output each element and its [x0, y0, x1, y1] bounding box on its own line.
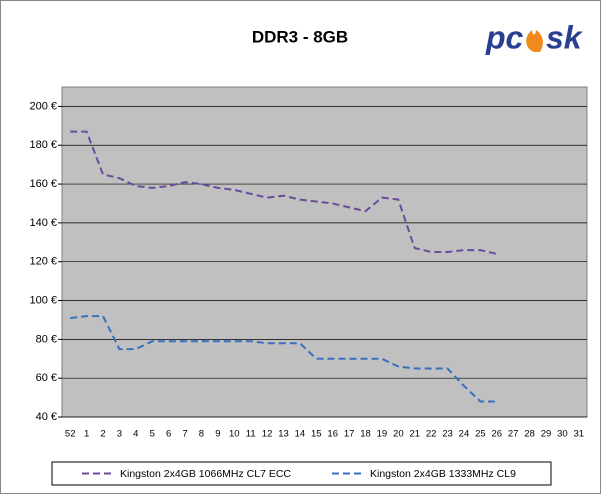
series-line	[70, 130, 498, 255]
x-tick-label: 11	[246, 429, 256, 440]
x-tick-label: 7	[182, 429, 187, 440]
x-tick-label: 52	[65, 429, 76, 440]
x-tick-label: 17	[344, 429, 355, 440]
x-tick-label: 19	[377, 429, 388, 440]
y-tick-label: 60 €	[36, 372, 57, 384]
x-tick-label: 28	[524, 429, 535, 440]
x-tick-label: 23	[442, 429, 453, 440]
chart-title: DDR3 - 8GB	[252, 27, 348, 46]
x-tick-label: 1	[84, 429, 89, 440]
x-tick-label: 27	[508, 429, 519, 440]
x-tick-label: 15	[311, 429, 322, 440]
logo-left: pc	[485, 19, 524, 55]
plot-area	[61, 86, 588, 418]
logo: pc sk	[485, 19, 584, 55]
x-tick-label: 8	[199, 429, 204, 440]
y-tick-label: 80 €	[36, 333, 57, 345]
y-tick-label: 200 €	[29, 100, 57, 112]
x-tick-label: 16	[327, 429, 338, 440]
x-tick-label: 30	[557, 429, 568, 440]
logo-right: sk	[546, 19, 584, 55]
x-tick-label: 2	[100, 429, 105, 440]
x-tick-label: 4	[133, 429, 138, 440]
x-tick-label: 9	[215, 429, 220, 440]
x-tick-label: 6	[166, 429, 171, 440]
x-tick-label: 12	[262, 429, 273, 440]
legend-label: Kingston 2x4GB 1066MHz CL7 ECC	[120, 468, 291, 480]
y-tick-label: 180 €	[29, 139, 57, 151]
series-line	[70, 315, 497, 403]
x-tick-label: 21	[409, 429, 420, 440]
y-tick-label: 140 €	[29, 217, 57, 229]
x-tick-label: 14	[295, 429, 306, 440]
x-tick-label: 22	[426, 429, 437, 440]
y-tick-label: 160 €	[29, 178, 57, 190]
x-tick-label: 18	[360, 429, 371, 440]
y-tick-label: 120 €	[29, 256, 57, 268]
x-tick-label: 26	[491, 429, 502, 440]
legend	[51, 461, 552, 486]
y-tick-label: 100 €	[29, 294, 57, 306]
x-tick-label: 20	[393, 429, 404, 440]
logo-flame	[526, 30, 543, 52]
legend-label: Kingston 2x4GB 1333MHz CL9	[370, 468, 516, 480]
x-tick-label: 13	[278, 429, 289, 440]
x-tick-label: 29	[541, 429, 552, 440]
x-tick-label: 10	[229, 429, 240, 440]
x-tick-label: 5	[150, 429, 155, 440]
x-tick-label: 24	[459, 429, 470, 440]
x-tick-label: 25	[475, 429, 486, 440]
x-tick-label: 3	[117, 429, 122, 440]
x-tick-label: 31	[574, 429, 585, 440]
y-tick-label: 40 €	[36, 411, 57, 423]
